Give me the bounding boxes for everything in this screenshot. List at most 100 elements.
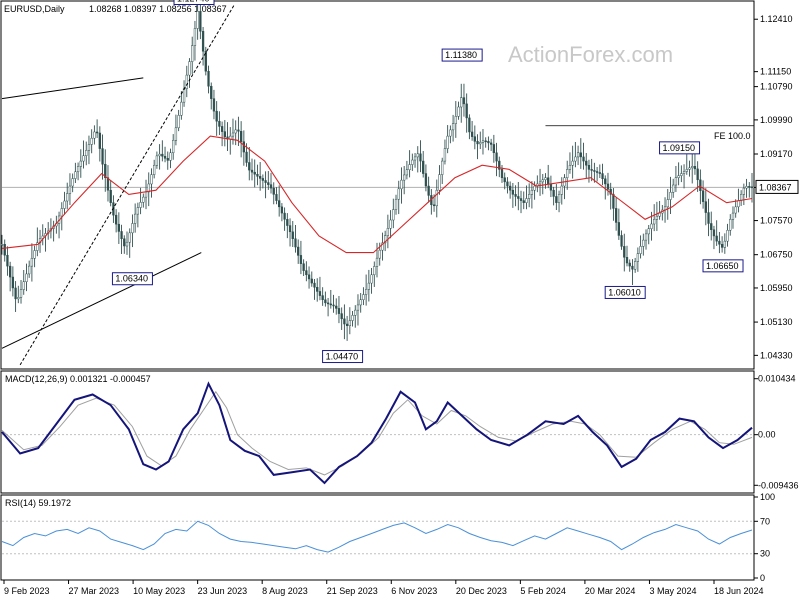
candle-body xyxy=(666,199,669,208)
candle-body xyxy=(280,206,284,214)
candle-body xyxy=(446,135,449,149)
candle-body xyxy=(476,141,479,145)
candle-body xyxy=(655,215,659,220)
candle-body xyxy=(658,212,661,217)
candle-body xyxy=(125,241,129,247)
candle-body xyxy=(642,239,645,247)
candle-body xyxy=(234,129,237,134)
price-y-tick-label: 1.12410 xyxy=(760,14,793,24)
candle-body xyxy=(82,155,85,162)
candle-body xyxy=(356,304,360,311)
candle-body xyxy=(324,299,327,304)
candle-body xyxy=(557,194,561,203)
candle-body xyxy=(362,294,365,300)
candle-body xyxy=(109,189,112,203)
candle-body xyxy=(682,171,686,174)
candle-body xyxy=(299,255,303,264)
candle-body xyxy=(593,170,596,172)
candle-body xyxy=(139,202,142,208)
candle-body xyxy=(193,28,197,46)
candle-body xyxy=(601,173,604,180)
candle-body xyxy=(489,142,493,145)
candle-body xyxy=(201,31,205,52)
price-y-tick-label: 1.04330 xyxy=(760,350,793,360)
candle-body xyxy=(207,70,210,87)
candle-body xyxy=(479,142,482,145)
candle-body xyxy=(500,169,504,178)
candle-body xyxy=(87,144,91,151)
candle-body xyxy=(498,160,501,170)
candle-body xyxy=(166,158,169,161)
candle-body xyxy=(161,153,164,157)
candle-body xyxy=(307,274,311,280)
candle-body xyxy=(101,148,104,165)
candle-body xyxy=(318,291,322,296)
rsi-panel-frame xyxy=(0,494,755,581)
candle-body xyxy=(606,183,610,190)
candle-body xyxy=(17,297,20,300)
candle-body xyxy=(378,249,381,259)
candle-body xyxy=(397,188,400,200)
candle-body xyxy=(555,196,558,203)
candle-body xyxy=(745,186,748,189)
candle-body xyxy=(210,85,213,99)
candle-body xyxy=(509,185,512,191)
candle-body xyxy=(14,287,17,300)
candle-body xyxy=(22,281,25,290)
candle-body xyxy=(114,214,118,225)
annotation-label: 1.12740 xyxy=(177,0,210,3)
candle-body xyxy=(261,178,265,181)
candle-body xyxy=(245,151,248,163)
x-tick-label: 20 Dec 2023 xyxy=(456,586,507,596)
candle-body xyxy=(343,318,346,325)
candle-body xyxy=(566,169,569,178)
candle-body xyxy=(511,189,515,195)
candle-body xyxy=(525,198,528,203)
annotation-box xyxy=(702,259,744,273)
candle-body xyxy=(468,117,471,133)
candle-body xyxy=(544,177,547,181)
candle-body xyxy=(707,212,710,224)
candle-body xyxy=(604,178,607,185)
candle-body xyxy=(576,152,580,158)
candle-body xyxy=(441,160,444,175)
candle-body xyxy=(242,141,245,153)
candle-body xyxy=(117,223,120,232)
macd-title: MACD(12,26,9) 0.001321 -0.000457 xyxy=(5,374,151,384)
candle-body xyxy=(528,194,531,199)
price-y-tick-label: 1.06750 xyxy=(760,250,793,260)
candle-body xyxy=(215,110,218,122)
rsi-y-tick-label: 0 xyxy=(760,573,765,583)
candle-body xyxy=(359,299,362,306)
candle-body xyxy=(180,101,183,116)
x-tick-label: 10 May 2023 xyxy=(133,586,185,596)
candle-body xyxy=(405,169,409,176)
candle-body xyxy=(182,88,186,103)
candle-body xyxy=(204,51,207,72)
candle-body xyxy=(212,98,216,112)
candle-body xyxy=(571,160,574,166)
macd-y-tick-label: 0.00 xyxy=(758,430,776,440)
candle-body xyxy=(582,156,585,162)
candle-body xyxy=(422,160,425,174)
candle-body xyxy=(522,200,525,203)
annotation-label: 1.11380 xyxy=(445,50,477,60)
candle-body xyxy=(136,207,140,215)
candle-body xyxy=(332,304,335,307)
candle-body xyxy=(484,140,487,143)
annotation-label: 1.06650 xyxy=(706,261,739,271)
candle-body xyxy=(677,175,680,178)
candle-body xyxy=(612,194,615,209)
macd-y-tick-label: -0.009436 xyxy=(758,480,799,490)
candle-body xyxy=(74,171,77,179)
candle-body xyxy=(158,153,161,157)
candle-body xyxy=(481,140,485,143)
annotation-box xyxy=(322,350,364,364)
candle-body xyxy=(517,196,520,199)
candle-body xyxy=(731,212,735,220)
candle-body xyxy=(460,97,463,108)
candle-body xyxy=(685,169,688,172)
candle-body xyxy=(533,185,536,191)
